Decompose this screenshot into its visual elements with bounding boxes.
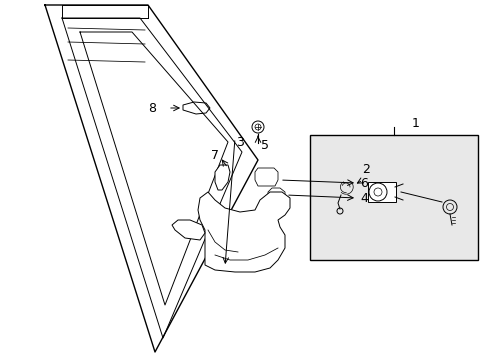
Text: 5: 5 — [261, 139, 268, 152]
Circle shape — [251, 121, 264, 133]
Polygon shape — [254, 168, 278, 186]
Bar — [309, 135, 477, 260]
Text: 1: 1 — [411, 117, 419, 130]
Text: 6: 6 — [359, 176, 367, 189]
Polygon shape — [198, 192, 289, 272]
Text: 2: 2 — [361, 163, 369, 176]
Polygon shape — [183, 102, 209, 114]
Text: 3: 3 — [236, 135, 244, 149]
Bar — [367, 182, 395, 202]
Text: 8: 8 — [148, 102, 156, 114]
Polygon shape — [215, 165, 229, 190]
Text: 7: 7 — [210, 149, 219, 162]
Text: 4: 4 — [359, 192, 367, 204]
Polygon shape — [267, 188, 285, 202]
Polygon shape — [172, 220, 204, 240]
